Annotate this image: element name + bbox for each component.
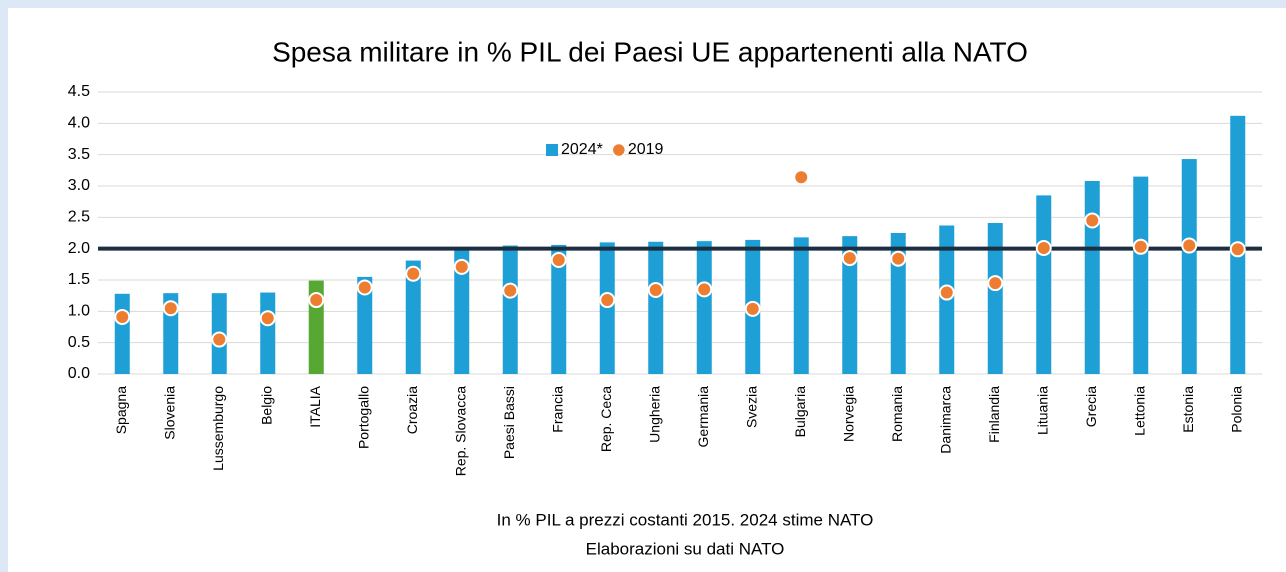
x-tick-label: Lussemburgo xyxy=(210,386,226,471)
marker xyxy=(1181,237,1198,254)
x-tick-label: Francia xyxy=(549,386,565,433)
marker xyxy=(987,275,1004,292)
note: In % PIL a prezzi costanti 2015. 2024 st… xyxy=(497,510,874,529)
y-tick-label: 2.5 xyxy=(68,209,90,226)
legend-swatch xyxy=(546,144,558,156)
marker xyxy=(162,300,179,317)
y-tick-label: 3.0 xyxy=(68,177,90,194)
y-tick-label: 0.5 xyxy=(68,334,90,351)
x-tick-label: Croazia xyxy=(404,386,420,434)
x-tick-label: Spagna xyxy=(113,386,129,434)
x-tick-label: ITALIA xyxy=(307,385,323,427)
bar xyxy=(1181,159,1197,374)
marker xyxy=(841,250,858,267)
marker xyxy=(696,281,713,298)
bar xyxy=(260,292,276,374)
bar xyxy=(599,242,615,374)
x-tick-label: Estonia xyxy=(1180,386,1196,433)
bar xyxy=(357,276,373,374)
x-tick-label: Ungheria xyxy=(646,386,662,443)
x-tick-label: Romania xyxy=(889,386,905,442)
bar xyxy=(551,244,567,374)
y-tick-label: 1.5 xyxy=(68,271,90,288)
marker xyxy=(1229,241,1246,258)
bar xyxy=(987,222,1003,374)
bar xyxy=(454,248,470,374)
y-tick-label: 2.0 xyxy=(68,240,90,257)
bar xyxy=(405,260,421,374)
bar xyxy=(842,236,858,374)
x-tick-label: Slovenia xyxy=(161,386,177,440)
marker xyxy=(550,251,567,268)
marker xyxy=(744,300,761,317)
bar xyxy=(648,241,664,374)
legend-label: 2024* xyxy=(561,141,603,158)
bar xyxy=(502,245,518,374)
bar xyxy=(696,241,712,374)
x-tick-label: Bulgaria xyxy=(792,386,808,438)
marker xyxy=(1035,240,1052,257)
x-tick-label: Rep. Slovacca xyxy=(452,386,468,476)
x-tick-label: Finlandia xyxy=(986,386,1002,443)
marker xyxy=(793,169,810,186)
x-tick-label: Lettonia xyxy=(1131,386,1147,436)
bar xyxy=(890,233,906,374)
marker xyxy=(1084,212,1101,229)
x-tick-label: Norvegia xyxy=(840,386,856,442)
x-tick-label: Lituania xyxy=(1034,386,1050,435)
marker xyxy=(308,292,325,309)
legend-label: 2019 xyxy=(628,141,664,158)
marker xyxy=(599,292,616,309)
bar xyxy=(1036,195,1052,374)
bar xyxy=(793,237,809,374)
chart-area xyxy=(8,8,1286,572)
marker xyxy=(890,250,907,267)
y-tick-label: 0.0 xyxy=(68,365,90,382)
x-tick-label: Germania xyxy=(695,386,711,448)
bar xyxy=(1084,180,1100,374)
marker xyxy=(356,279,373,296)
x-tick-label: Danimarca xyxy=(937,386,953,454)
x-tick-label: Svezia xyxy=(743,386,759,428)
y-tick-label: 1.0 xyxy=(68,303,90,320)
chart-title: Spesa militare in % PIL dei Paesi UE app… xyxy=(272,36,1028,67)
legend-swatch xyxy=(611,142,627,158)
marker xyxy=(211,331,228,348)
x-tick-label: Grecia xyxy=(1083,386,1099,427)
x-tick-label: Paesi Bassi xyxy=(501,386,517,459)
bar xyxy=(1133,176,1149,374)
x-tick-label: Belgio xyxy=(258,386,274,425)
marker xyxy=(405,265,422,282)
x-tick-label: Rep. Ceca xyxy=(598,386,614,452)
marker xyxy=(453,258,470,275)
marker xyxy=(259,310,276,327)
x-tick-label: Polonia xyxy=(1228,386,1244,433)
y-tick-label: 3.5 xyxy=(68,146,90,163)
marker xyxy=(502,282,519,299)
note: Elaborazioni su dati NATO xyxy=(586,539,785,558)
marker xyxy=(647,282,664,299)
y-tick-label: 4.0 xyxy=(68,115,90,132)
marker xyxy=(938,284,955,301)
bar xyxy=(114,293,130,374)
x-tick-label: Portogallo xyxy=(355,386,371,449)
y-tick-label: 4.5 xyxy=(68,83,90,100)
marker xyxy=(114,308,131,325)
marker xyxy=(1132,238,1149,255)
